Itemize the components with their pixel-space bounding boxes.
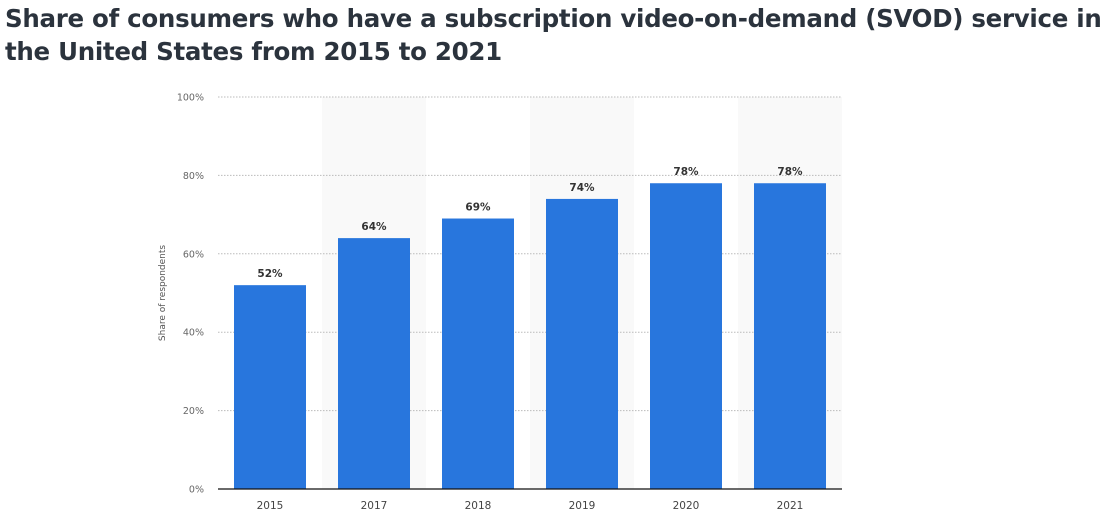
x-tick-label: 2019 [569, 500, 596, 512]
bar-2021 [754, 183, 826, 490]
x-tick-label: 2017 [361, 500, 388, 512]
bar-2017 [338, 238, 410, 489]
bar-2020 [650, 183, 722, 490]
y-tick-label: 60% [183, 249, 204, 260]
data-label: 52% [257, 268, 283, 280]
x-tick-label: 2015 [257, 500, 284, 512]
data-label: 78% [673, 166, 699, 178]
data-label: 69% [465, 202, 491, 214]
y-tick-label: 20% [183, 406, 204, 417]
bar-2018 [442, 218, 514, 489]
x-tick-label: 2020 [673, 500, 700, 512]
y-tick-label: 0% [189, 485, 204, 496]
chart-title: Share of consumers who have a subscripti… [5, 4, 1102, 66]
data-label: 78% [777, 166, 803, 178]
y-tick-label: 80% [183, 171, 204, 182]
y-tick-label: 100% [177, 93, 204, 104]
bar-2019 [546, 198, 618, 490]
bar-2015 [234, 285, 306, 489]
x-tick-label: 2018 [465, 500, 492, 512]
x-tick-label: 2021 [777, 500, 804, 512]
data-label: 64% [361, 221, 387, 233]
y-tick-label: 40% [183, 328, 204, 339]
y-axis-label: Share of respondents [158, 245, 168, 342]
data-label: 74% [569, 182, 595, 194]
